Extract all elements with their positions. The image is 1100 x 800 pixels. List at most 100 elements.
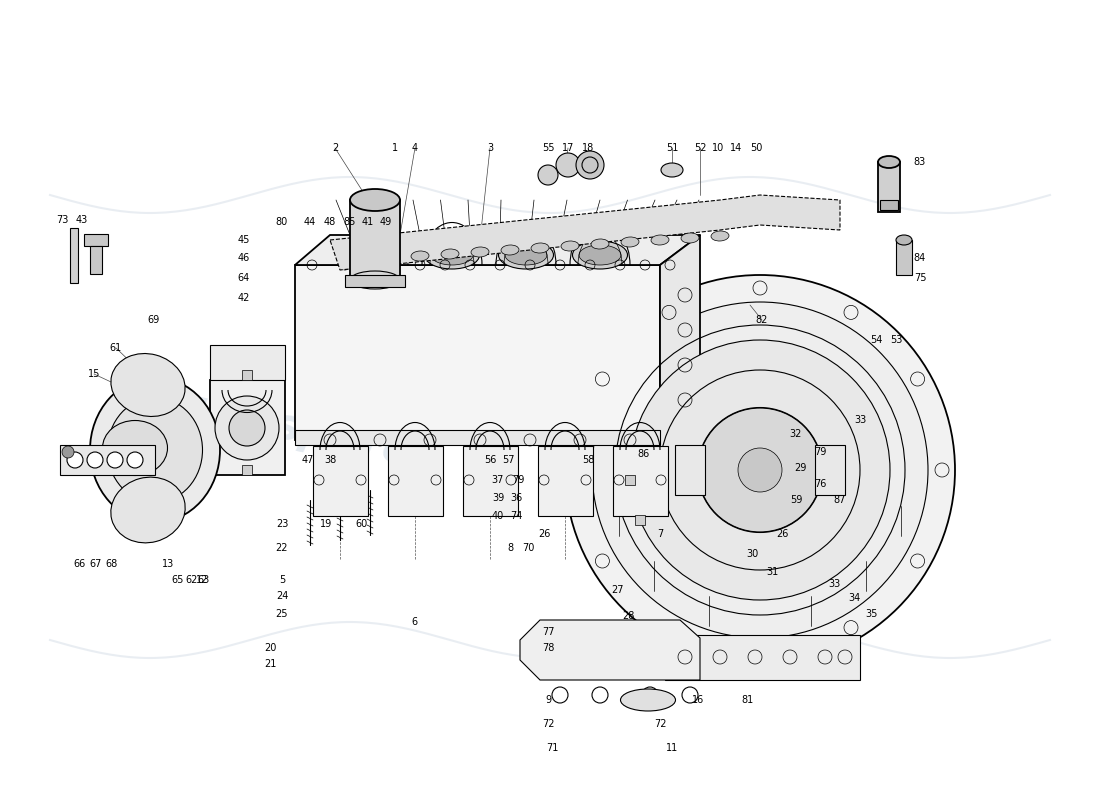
Circle shape bbox=[698, 408, 822, 532]
Text: 42: 42 bbox=[238, 293, 250, 303]
Text: 59: 59 bbox=[790, 495, 802, 505]
Ellipse shape bbox=[102, 421, 167, 475]
Circle shape bbox=[126, 452, 143, 468]
Text: 35: 35 bbox=[866, 609, 878, 619]
Text: 86: 86 bbox=[638, 449, 650, 459]
Bar bbox=[90, 246, 102, 274]
Text: 67: 67 bbox=[90, 559, 102, 569]
Text: 50: 50 bbox=[750, 143, 762, 153]
Ellipse shape bbox=[425, 241, 480, 269]
Text: 76: 76 bbox=[814, 479, 826, 489]
Text: 56: 56 bbox=[484, 455, 496, 465]
Text: 28: 28 bbox=[621, 611, 635, 621]
Text: 41: 41 bbox=[362, 217, 374, 227]
Text: 20: 20 bbox=[264, 643, 276, 653]
Ellipse shape bbox=[572, 241, 627, 269]
Text: 29: 29 bbox=[794, 463, 806, 473]
Circle shape bbox=[576, 151, 604, 179]
Text: 24: 24 bbox=[276, 591, 288, 601]
Text: 37: 37 bbox=[492, 475, 504, 485]
Text: 16: 16 bbox=[692, 695, 704, 705]
Circle shape bbox=[738, 448, 782, 492]
Text: 36: 36 bbox=[510, 493, 522, 503]
Text: 53: 53 bbox=[890, 335, 902, 345]
Circle shape bbox=[67, 452, 82, 468]
Bar bbox=[880, 200, 898, 210]
Circle shape bbox=[556, 153, 580, 177]
Ellipse shape bbox=[711, 231, 729, 241]
Ellipse shape bbox=[411, 251, 429, 261]
Text: 26: 26 bbox=[538, 529, 550, 539]
Text: 79: 79 bbox=[512, 475, 525, 485]
Text: 60: 60 bbox=[356, 519, 369, 529]
Text: 72: 72 bbox=[541, 719, 554, 729]
Text: 39: 39 bbox=[492, 493, 504, 503]
Ellipse shape bbox=[500, 245, 519, 255]
Text: 15: 15 bbox=[88, 369, 100, 379]
Text: eurospares: eurospares bbox=[158, 380, 442, 480]
Text: 14: 14 bbox=[730, 143, 743, 153]
Text: 70: 70 bbox=[521, 543, 535, 553]
Text: 9: 9 bbox=[544, 695, 551, 705]
Text: 5: 5 bbox=[279, 575, 285, 585]
Bar bbox=[210, 345, 285, 380]
Ellipse shape bbox=[431, 245, 473, 265]
Circle shape bbox=[630, 340, 890, 600]
Text: 10: 10 bbox=[712, 143, 724, 153]
Text: 46: 46 bbox=[238, 253, 250, 263]
Text: 34: 34 bbox=[848, 593, 860, 603]
Text: 87: 87 bbox=[834, 495, 846, 505]
Text: 21: 21 bbox=[264, 659, 276, 669]
Text: 19: 19 bbox=[320, 519, 332, 529]
Polygon shape bbox=[295, 235, 700, 265]
Ellipse shape bbox=[591, 239, 609, 249]
Circle shape bbox=[538, 165, 558, 185]
Text: 79: 79 bbox=[814, 447, 826, 457]
Polygon shape bbox=[295, 265, 660, 440]
Text: 61: 61 bbox=[110, 343, 122, 353]
Text: 3: 3 bbox=[487, 143, 493, 153]
Ellipse shape bbox=[620, 689, 675, 711]
Text: 30: 30 bbox=[746, 549, 758, 559]
Ellipse shape bbox=[505, 245, 547, 265]
Bar bbox=[463, 446, 518, 516]
Bar bbox=[84, 234, 108, 246]
Polygon shape bbox=[330, 195, 840, 270]
Ellipse shape bbox=[90, 378, 220, 522]
Text: 71: 71 bbox=[546, 743, 558, 753]
Circle shape bbox=[214, 396, 279, 460]
Circle shape bbox=[107, 452, 123, 468]
Bar bbox=[666, 635, 860, 680]
Bar bbox=[242, 370, 252, 380]
Text: 78: 78 bbox=[542, 643, 554, 653]
Text: 6: 6 bbox=[411, 617, 417, 627]
Text: 8: 8 bbox=[507, 543, 513, 553]
Ellipse shape bbox=[441, 249, 459, 259]
Bar bbox=[613, 446, 668, 516]
Text: 77: 77 bbox=[541, 627, 554, 637]
Ellipse shape bbox=[471, 247, 490, 257]
Text: 13: 13 bbox=[162, 559, 174, 569]
Text: 32: 32 bbox=[790, 429, 802, 439]
Bar bbox=[350, 200, 400, 280]
Text: 7: 7 bbox=[657, 529, 663, 539]
Text: 65: 65 bbox=[172, 575, 184, 585]
Text: 49: 49 bbox=[379, 217, 392, 227]
Text: 31: 31 bbox=[766, 567, 778, 577]
Ellipse shape bbox=[681, 233, 698, 243]
Text: 12: 12 bbox=[196, 575, 208, 585]
Text: 45: 45 bbox=[238, 235, 250, 245]
Text: 48: 48 bbox=[323, 217, 337, 227]
Bar bbox=[878, 162, 900, 212]
Text: 63: 63 bbox=[198, 575, 210, 585]
Polygon shape bbox=[520, 620, 700, 680]
Bar bbox=[538, 446, 593, 516]
Circle shape bbox=[229, 410, 265, 446]
Bar bbox=[70, 228, 78, 283]
Text: eurospares: eurospares bbox=[587, 520, 872, 620]
Ellipse shape bbox=[358, 245, 399, 265]
Circle shape bbox=[62, 446, 74, 458]
Text: 68: 68 bbox=[106, 559, 118, 569]
Text: 38: 38 bbox=[323, 455, 337, 465]
Text: 66: 66 bbox=[74, 559, 86, 569]
